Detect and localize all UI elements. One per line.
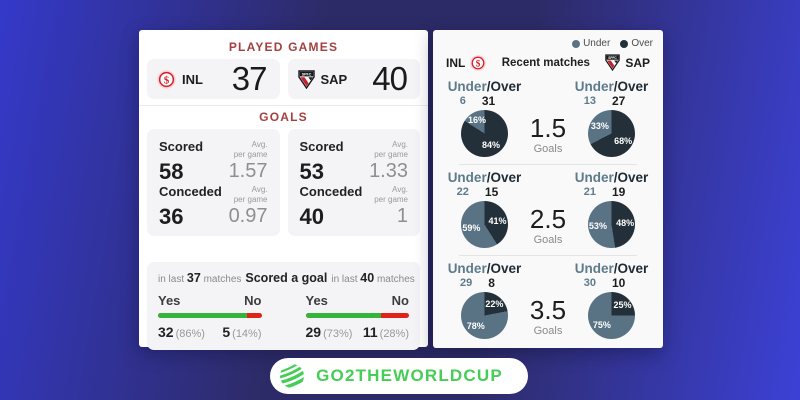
under-over-row-1: Under/Over 6 31 84% 16% 1.5 Goals Under/Ov… bbox=[433, 74, 663, 164]
goals-box-home: Scored Avg. per game 58 1.57 Conceded Avg… bbox=[147, 129, 280, 236]
under-count: 29 bbox=[459, 277, 473, 289]
conceded-avg: 0.97 bbox=[228, 204, 268, 227]
under-over-row-2: Under/Over 22 15 41% 59% 2.5 Goals Under/O… bbox=[433, 165, 663, 255]
svg-text:SPFC: SPFC bbox=[609, 56, 618, 60]
goals-row: Scored Avg. per game 58 1.57 Conceded Avg… bbox=[147, 129, 420, 236]
no-value-away: 11 (28%) bbox=[362, 324, 409, 340]
recent-away-team: SPFC SAP bbox=[605, 54, 650, 71]
played-games-title: PLAYED GAMES bbox=[228, 40, 339, 54]
avg-per-game-label: Avg. per game bbox=[374, 140, 408, 160]
in-last-matches-away: in last 40 matches bbox=[331, 271, 415, 285]
conceded-value: 40 bbox=[299, 203, 324, 229]
team-name-away: SAP bbox=[320, 71, 348, 87]
team-box-away: SPFC SAP 40 bbox=[287, 59, 420, 99]
no-label: No bbox=[391, 293, 409, 308]
brand-globe-icon bbox=[280, 364, 304, 388]
scored-a-goal-title: Scored a goal bbox=[245, 271, 328, 285]
sap-logo-icon: SPFC bbox=[605, 54, 621, 71]
over-count: 10 bbox=[611, 276, 626, 290]
yes-no-bar-away bbox=[305, 313, 409, 318]
row-divider bbox=[459, 164, 637, 165]
scored-label: Scored bbox=[159, 139, 204, 154]
sap-logo-icon: SPFC bbox=[297, 69, 315, 89]
yes-label: Yes bbox=[158, 293, 181, 308]
under-over-home-2: Under/Over 22 15 41% 59% bbox=[439, 170, 530, 248]
avg-per-game-label: Avg. per game bbox=[233, 184, 268, 205]
goals-title: GOALS bbox=[259, 110, 308, 124]
under-count: 22 bbox=[456, 186, 469, 198]
over-count: 8 bbox=[488, 276, 495, 290]
played-games-row: $ INL 37 SPFC SAP 40 bbox=[147, 59, 420, 99]
played-games-away-value: 40 bbox=[372, 60, 408, 97]
scored-value: 53 bbox=[299, 159, 324, 185]
brand-name: GO2THEWORLDCUP bbox=[316, 366, 503, 385]
under-count: 6 bbox=[459, 95, 466, 107]
row-divider bbox=[459, 255, 637, 256]
team-name-home: INL bbox=[182, 71, 203, 87]
pie-legend: Under Over bbox=[433, 30, 663, 49]
team-box-home: $ INL 37 bbox=[147, 59, 280, 99]
goals-threshold-3: 3.5 Goals bbox=[529, 295, 567, 337]
scored-value: 58 bbox=[159, 159, 184, 185]
yes-value-away: 29 (73%) bbox=[305, 324, 353, 340]
svg-text:$: $ bbox=[476, 59, 481, 69]
under-over-away-1: Under/Over 13 27 68% 33% bbox=[566, 79, 657, 157]
recent-matches-title: Recent matches bbox=[501, 56, 590, 69]
under-dot-icon bbox=[572, 39, 581, 48]
no-value-home: 5 (14%) bbox=[222, 324, 262, 340]
goals-threshold-1: 1.5 Goals bbox=[529, 113, 567, 155]
avg-per-game-label: Avg. per game bbox=[233, 140, 268, 160]
under-over-home-3: Under/Over 29 8 22% 78% bbox=[439, 261, 530, 339]
over-count: 27 bbox=[611, 94, 626, 108]
yes-no-bar-home bbox=[158, 313, 262, 318]
inl-logo-icon: $ bbox=[157, 69, 176, 89]
pie-chart-home-3: 22% 78% bbox=[460, 292, 508, 339]
recent-matches-card: Under Over INL $ Recent matches SPFC SAP bbox=[433, 30, 663, 348]
pie-chart-away-3: 25% 75% bbox=[588, 292, 636, 339]
over-dot-icon bbox=[620, 39, 629, 48]
scored-avg: 1.33 bbox=[369, 160, 408, 183]
under-over-away-3: Under/Over 30 10 25% 75% bbox=[566, 261, 657, 339]
yes-label: Yes bbox=[305, 293, 328, 308]
conceded-value: 36 bbox=[159, 203, 184, 229]
under-over-away-2: Under/Over 21 19 48% 53% bbox=[566, 170, 657, 248]
inl-logo-icon: $ bbox=[470, 54, 487, 71]
pie-chart-away-2: 48% 53% bbox=[588, 201, 636, 248]
under-count: 30 bbox=[583, 277, 596, 289]
over-count: 15 bbox=[484, 185, 499, 199]
scored-goal-col-home: Yes No 32 (86%) 5 (14%) bbox=[158, 293, 262, 340]
under-count: 13 bbox=[583, 95, 596, 107]
goals-threshold-2: 2.5 Goals bbox=[529, 204, 567, 246]
no-label: No bbox=[244, 293, 262, 308]
brand-banner: GO2THEWORLDCUP bbox=[270, 358, 528, 394]
scored-avg: 1.57 bbox=[228, 160, 268, 183]
under-count: 21 bbox=[583, 186, 596, 198]
pie-chart-away-1: 68% 33% bbox=[588, 110, 636, 157]
under-over-home-1: Under/Over 6 31 84% 16% bbox=[439, 79, 530, 157]
conceded-avg: 1 bbox=[396, 204, 408, 227]
in-last-matches-home: in last 37 matches bbox=[158, 271, 242, 285]
goals-divider bbox=[139, 105, 428, 106]
played-games-home-value: 37 bbox=[231, 60, 268, 97]
legend-under: Under bbox=[572, 38, 610, 49]
over-count: 31 bbox=[481, 94, 496, 108]
conceded-label: Conceded bbox=[299, 183, 363, 199]
legend-over: Over bbox=[620, 38, 653, 49]
over-count: 19 bbox=[611, 185, 626, 199]
stats-card: PLAYED GAMES $ INL 37 SPFC SAP 40 GO bbox=[139, 30, 428, 350]
conceded-label: Conceded bbox=[159, 183, 222, 199]
svg-text:SPFC: SPFC bbox=[301, 72, 311, 76]
pie-chart-home-2: 41% 59% bbox=[460, 201, 508, 248]
scored-label: Scored bbox=[299, 139, 344, 154]
avg-per-game-label: Avg. per game bbox=[374, 184, 408, 205]
pie-chart-home-1: 84% 16% bbox=[460, 110, 508, 157]
scored-a-goal-box: in last 37 matches Scored a goal in last… bbox=[147, 262, 420, 350]
under-over-row-3: Under/Over 29 8 22% 78% 3.5 Goals Under/Ov… bbox=[433, 256, 663, 346]
recent-matches-header: INL $ Recent matches SPFC SAP bbox=[433, 49, 663, 74]
recent-home-team: INL $ bbox=[446, 54, 487, 71]
svg-text:$: $ bbox=[164, 74, 170, 86]
goals-box-away: Scored Avg. per game 53 1.33 Conceded Avg… bbox=[287, 129, 420, 236]
yes-value-home: 32 (86%) bbox=[158, 324, 205, 340]
scored-goal-col-away: Yes No 29 (73%) 11 (28%) bbox=[305, 293, 409, 340]
